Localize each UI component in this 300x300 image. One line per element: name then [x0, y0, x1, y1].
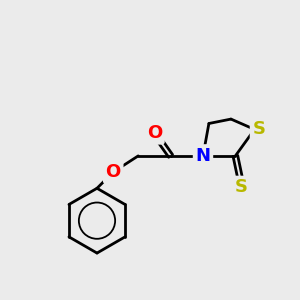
- Text: S: S: [252, 120, 266, 138]
- Text: O: O: [106, 163, 121, 181]
- Text: S: S: [235, 178, 248, 196]
- Text: N: N: [196, 147, 211, 165]
- Text: O: O: [147, 124, 162, 142]
